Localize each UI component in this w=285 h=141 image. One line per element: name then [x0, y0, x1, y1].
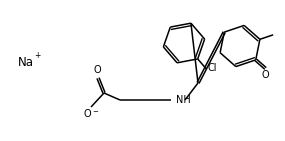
Text: O: O — [262, 70, 269, 81]
Text: +: + — [34, 51, 40, 60]
Text: O: O — [93, 65, 101, 75]
Text: Cl: Cl — [207, 63, 217, 73]
Text: O: O — [83, 109, 91, 119]
Text: NH: NH — [176, 95, 191, 105]
Text: Na: Na — [18, 56, 34, 69]
Text: −: − — [92, 109, 98, 115]
